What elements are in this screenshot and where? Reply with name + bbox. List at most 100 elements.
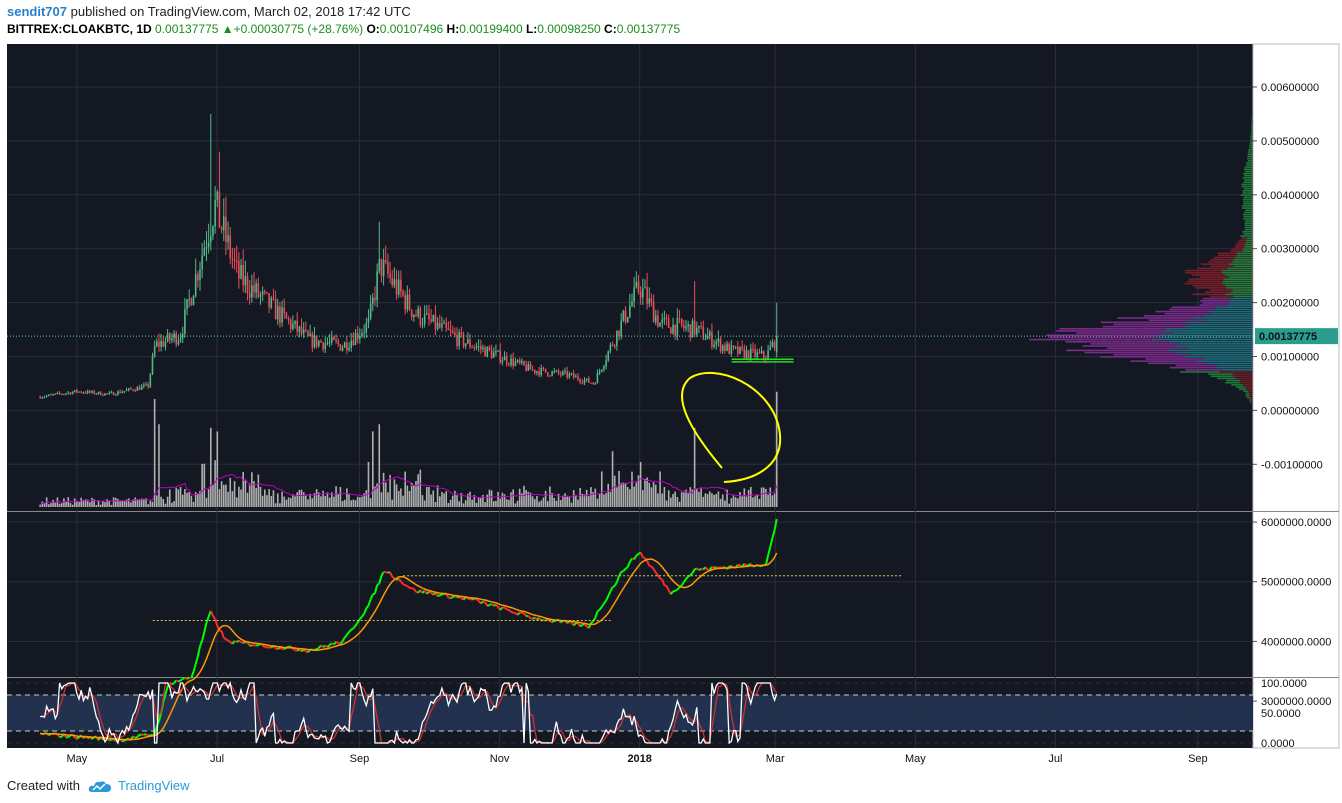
candle-body: [641, 288, 644, 298]
candle-body: [220, 227, 223, 231]
volume-profile-row: [1117, 317, 1192, 319]
volume-profile-row: [1248, 222, 1252, 224]
obv-segment: [620, 570, 624, 573]
volume-bar: [255, 487, 257, 507]
volume-bar: [240, 489, 242, 507]
price-axis[interactable]: 0.00600000 0.00500000 0.00400000 0.00300000…: [1253, 82, 1338, 750]
volume-bar: [119, 500, 121, 507]
candle-body: [143, 385, 145, 387]
candle-body: [151, 356, 154, 375]
volume-bar: [238, 486, 240, 507]
tradingview-cloud-icon: [88, 780, 111, 792]
volume-profile-row: [1183, 356, 1252, 358]
volume-profile-row: [1046, 334, 1160, 337]
volume-bar: [577, 499, 579, 507]
obv-segment: [184, 676, 188, 680]
obv-segment: [628, 557, 633, 563]
obv-segment: [199, 640, 204, 647]
volume-profile-row: [1247, 185, 1252, 188]
chart-canvas[interactable]: 0.00600000 0.00500000 0.00400000 0.00300000…: [0, 40, 1342, 770]
volume-bar: [754, 496, 756, 507]
candle-body: [745, 350, 748, 358]
volume-bar: [227, 491, 229, 507]
author-link[interactable]: sendit707: [7, 4, 67, 19]
candle-body: [654, 315, 657, 323]
candle-body: [698, 325, 700, 328]
volume-profile-row: [1222, 368, 1252, 371]
volume-profile-row: [1168, 349, 1252, 352]
volume-bar: [479, 498, 482, 507]
candle-body: [693, 320, 696, 335]
obv-segment: [326, 644, 331, 648]
obv-segment: [652, 568, 657, 574]
candle-body: [384, 260, 387, 262]
volume-bar: [123, 500, 126, 507]
candle-body: [164, 341, 167, 347]
volume-bar: [745, 496, 748, 507]
volume-bar: [749, 486, 752, 507]
candle-body: [222, 216, 225, 231]
volume-profile-row: [1238, 388, 1247, 390]
month-label: Nov: [490, 753, 510, 765]
volume-bar: [164, 503, 167, 507]
obv-segment: [642, 556, 646, 560]
volume-bar: [47, 504, 50, 507]
volume-profile-row: [1243, 390, 1248, 393]
volume-bar: [417, 474, 419, 507]
candle-body: [78, 391, 80, 393]
candle-body: [387, 261, 389, 274]
obv-tick-label: 5000000.0000: [1261, 577, 1331, 589]
candle-body: [454, 332, 456, 335]
tradingview-link[interactable]: TradingView: [117, 778, 190, 793]
volume-bar: [458, 501, 460, 507]
volume-profile-row: [1245, 394, 1250, 397]
volume-bar: [276, 493, 279, 507]
candle-body: [348, 347, 350, 351]
time-axis[interactable]: May Jul Sep Nov 2018 Mar May Jul Sep: [67, 753, 1208, 765]
volume-profile-row: [1184, 325, 1252, 328]
volume-profile-row: [1225, 284, 1252, 287]
candle-body: [523, 361, 525, 366]
volume-profile-row: [1249, 399, 1251, 401]
candle-body: [689, 324, 692, 338]
volume-profile-row: [1203, 315, 1252, 317]
volume-profile-row: [1250, 133, 1252, 136]
candle-body: [281, 307, 283, 323]
obv-segment: [594, 611, 599, 619]
volume-bar: [134, 497, 136, 507]
volume-bar: [596, 498, 599, 507]
candle-body: [246, 276, 249, 293]
obv-segment: [352, 625, 357, 630]
price-tick-label: 0.00200000: [1261, 298, 1319, 310]
volume-bar: [728, 503, 730, 507]
month-label: Jul: [1048, 753, 1062, 765]
volume-bar: [657, 493, 659, 507]
candle-body: [575, 376, 577, 378]
volume-bar: [199, 490, 201, 507]
candle-body: [233, 259, 236, 261]
volume-profile-row: [1113, 353, 1190, 356]
obv-segment: [626, 561, 631, 568]
volume-bar: [551, 493, 553, 507]
volume-bar: [467, 493, 469, 507]
stoch-tick-label: 50.0000: [1261, 708, 1301, 720]
candle-body: [626, 317, 629, 322]
volume-profile-row: [1217, 377, 1237, 380]
candle-body: [767, 350, 769, 360]
volume-bar: [268, 489, 270, 507]
candle-body: [184, 309, 186, 334]
volume-profile-row: [1248, 196, 1252, 199]
obv-segment: [303, 649, 307, 653]
obv-segment: [771, 530, 776, 539]
volume-profile-row: [1147, 362, 1206, 365]
obv-segment: [676, 586, 681, 591]
obv-segment: [177, 679, 181, 683]
volume-profile-row: [1247, 177, 1252, 179]
candle-body: [592, 383, 594, 385]
last-price-tag-label: 0.00137775: [1259, 331, 1317, 343]
volume-profile-row: [1239, 381, 1252, 384]
volume-bar: [50, 503, 52, 507]
volume-bar: [419, 469, 422, 507]
volume-profile-row: [1218, 254, 1237, 257]
candle-body: [737, 346, 739, 354]
